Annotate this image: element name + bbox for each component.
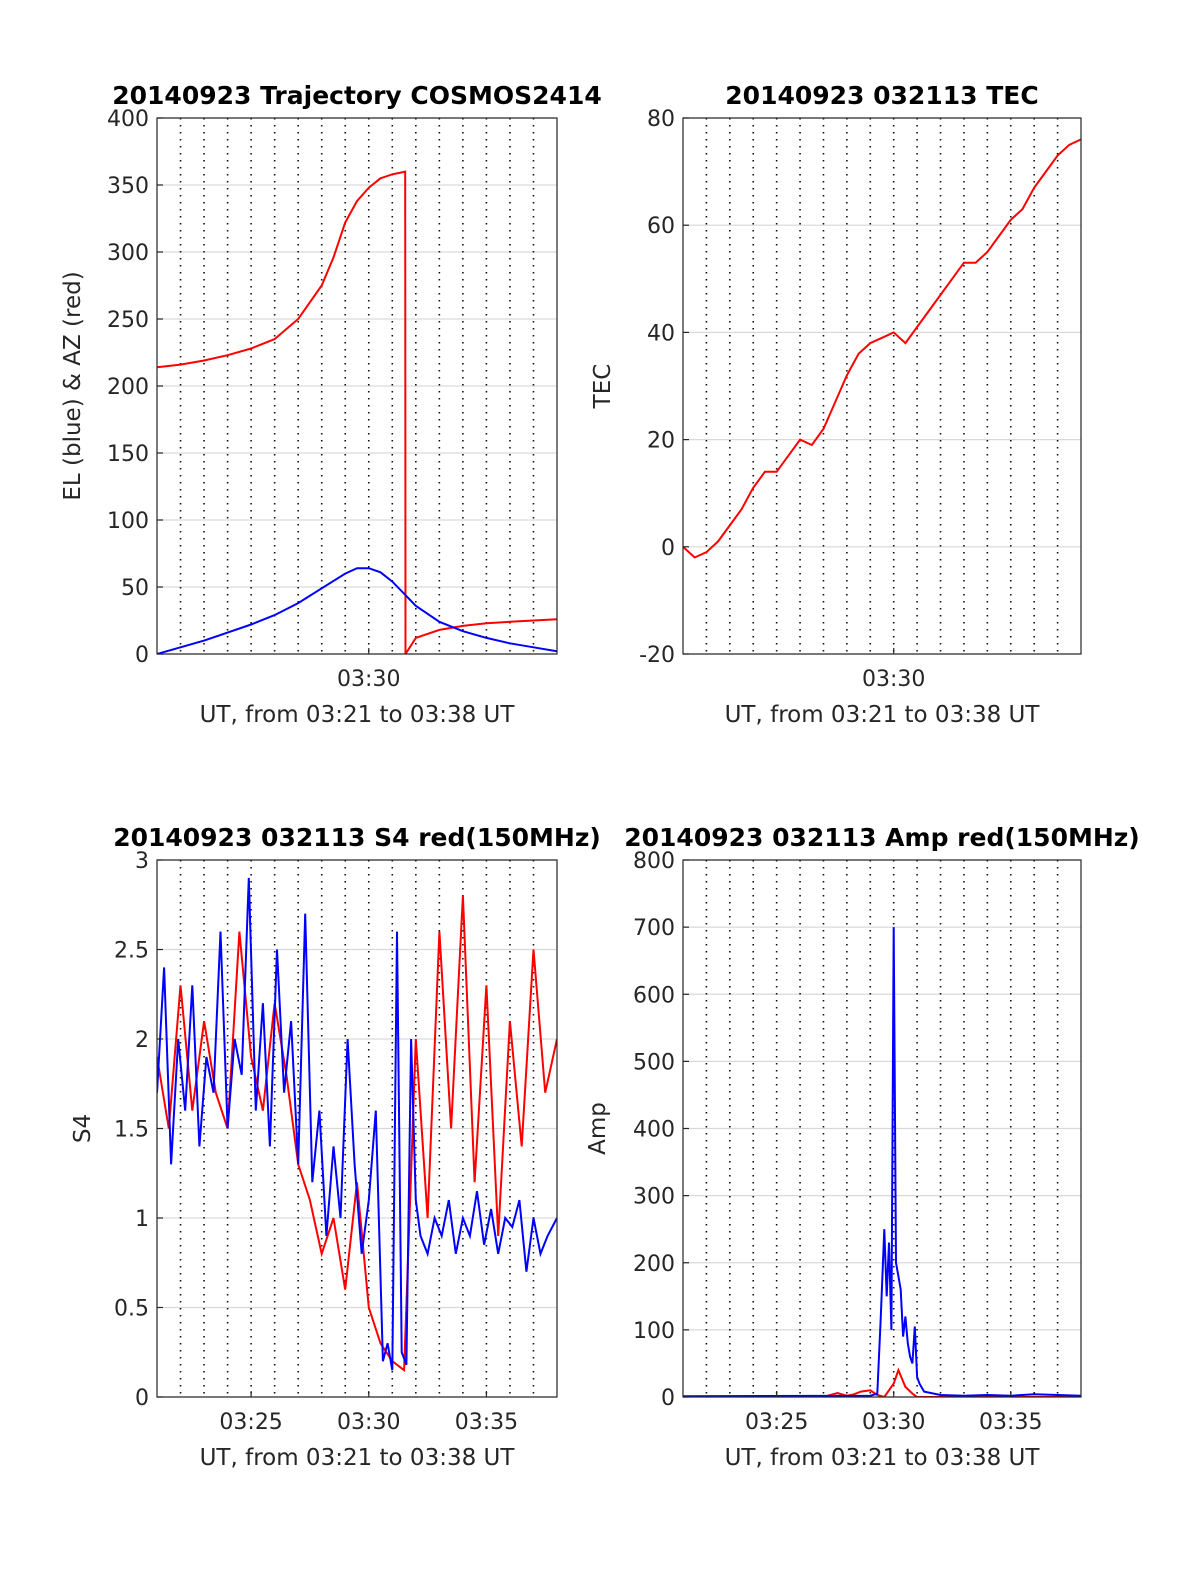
chart-title: 20140923 032113 S4 red(150MHz): [113, 823, 601, 852]
y-tick-label: 500: [633, 1050, 675, 1075]
x-tick-label: 03:25: [219, 1410, 282, 1435]
y-tick-label: 2: [135, 1028, 149, 1053]
y-tick-label: 0: [661, 1386, 675, 1411]
series-group: [157, 877, 557, 1373]
y-axis-label: Amp: [585, 1102, 611, 1155]
axes-box: [682, 117, 1082, 655]
chart-title: 20140923 032113 Amp red(150MHz): [624, 823, 1140, 852]
x-tick-label: 03:35: [455, 1410, 518, 1435]
y-tick-label: 200: [633, 1252, 675, 1277]
x-axis-label: UT, from 03:21 to 03:38 UT: [725, 1445, 1041, 1471]
y-tick-label: -20: [639, 643, 675, 668]
x-tick-label: 03:25: [745, 1410, 808, 1435]
y-tick-label: 50: [121, 576, 149, 601]
series-group: [683, 927, 1081, 1397]
series-line-1: [157, 895, 557, 1373]
y-tick-label: 0: [661, 536, 675, 561]
chart-title: 20140923 032113 TEC: [725, 81, 1038, 110]
y-tick-label: 40: [647, 321, 675, 346]
x-tick-label: 03:30: [337, 667, 400, 692]
y-tick-label: 350: [107, 174, 149, 199]
y-tick-label: 20: [647, 429, 675, 454]
chart-panel-2: -20 0 20 40 60 80 03:30 20140923 032113 TEC UT, …: [590, 81, 1082, 728]
series-group: [683, 138, 1081, 559]
y-tick-label: 0.5: [114, 1297, 149, 1322]
y-tick-label: 3: [135, 849, 149, 874]
y-tick-label: 1.5: [114, 1118, 149, 1143]
y-tick-label: 100: [107, 509, 149, 534]
y-tick-label: 400: [107, 107, 149, 132]
chart-panel-3: 0 0.5 1 1.5 2 2.5 3 03:25 03:30 03:35 20140923 032…: [70, 823, 601, 1471]
series-group: [157, 170, 557, 654]
y-tick-label: 300: [107, 241, 149, 266]
series-line-1: [683, 138, 1081, 559]
y-tick-label: 80: [647, 107, 675, 132]
y-tick-label: 800: [633, 849, 675, 874]
y-axis-label: S4: [70, 1114, 96, 1143]
y-axis-label: EL (blue) & AZ (red): [60, 271, 86, 500]
x-axis-label: UT, from 03:21 to 03:38 UT: [725, 702, 1041, 728]
y-axis-label: TEC: [590, 364, 616, 410]
y-tick-label: 2.5: [114, 939, 149, 964]
series-line-1: [683, 1367, 1081, 1397]
y-tick-label: 250: [107, 308, 149, 333]
chart-title: 20140923 Trajectory COSMOS2414: [112, 81, 602, 110]
x-axis-label: UT, from 03:21 to 03:38 UT: [200, 702, 516, 728]
y-tick-label: 300: [633, 1185, 675, 1210]
y-tick-label: 100: [633, 1319, 675, 1344]
x-tick-label: 03:30: [337, 1410, 400, 1435]
y-tick-label: 60: [647, 214, 675, 239]
chart-panel-4: 0 100 200 300 400 500 600 700 800 03:25 03:30 03:35…: [585, 823, 1140, 1471]
x-tick-label: 03:30: [862, 667, 925, 692]
y-tick-label: 150: [107, 442, 149, 467]
x-tick-label: 03:30: [862, 1410, 925, 1435]
y-tick-label: 600: [633, 983, 675, 1008]
chart-panel-1: 0 50 100 150 200 250 300 350 400 03:30 20140923 Tr…: [60, 81, 602, 728]
y-tick-label: 400: [633, 1118, 675, 1143]
y-tick-label: 700: [633, 916, 675, 941]
y-tick-label: 0: [135, 643, 149, 668]
y-tick-label: 200: [107, 375, 149, 400]
y-tick-label: 0: [135, 1386, 149, 1411]
x-tick-label: 03:35: [979, 1410, 1042, 1435]
y-tick-label: 1: [135, 1207, 149, 1232]
x-axis-label: UT, from 03:21 to 03:38 UT: [200, 1445, 516, 1471]
series-line-2: [157, 877, 557, 1371]
series-line-2: [157, 567, 557, 654]
series-line-1: [157, 170, 557, 654]
series-line-2: [683, 927, 1081, 1397]
